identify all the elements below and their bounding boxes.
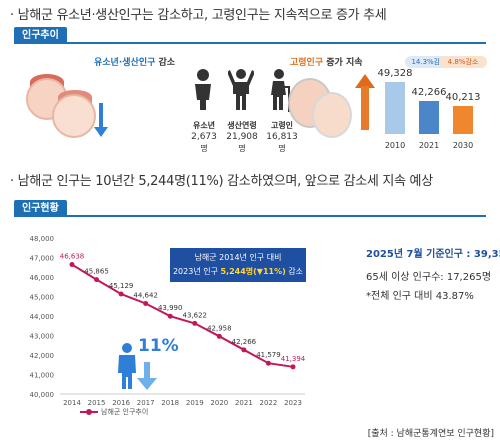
- decrease-arrow-icon: [94, 103, 108, 139]
- data-point: [265, 360, 271, 366]
- child-figure-icon: [195, 69, 211, 110]
- y-tick-label: 47,000: [30, 255, 55, 263]
- increase-arrow-icon: [355, 74, 375, 132]
- data-point: [69, 262, 75, 268]
- data-point: [290, 364, 296, 370]
- adult-figure-icon: [228, 69, 254, 110]
- data-label: 43,622: [183, 311, 208, 319]
- data-label: 43,990: [158, 304, 183, 312]
- x-tick-label: 2020: [210, 399, 228, 406]
- data-label: 45,865: [84, 268, 109, 276]
- data-point: [94, 277, 100, 283]
- chart-legend: 남해군 인구추이: [80, 407, 148, 417]
- data-point: [216, 333, 222, 339]
- section-divider: [14, 42, 486, 44]
- bullet-text-2: · 남해군 인구는 10년간 5,244명(11%) 감소하였으며, 앞으로 감…: [10, 174, 433, 189]
- y-tick-label: 40,000: [30, 391, 55, 399]
- x-tick-label: 2022: [260, 399, 278, 406]
- x-tick-label: 2015: [88, 399, 106, 406]
- decrease-arrow-icon: [137, 362, 157, 390]
- section-label-population-trend: 인구추이: [14, 27, 67, 44]
- data-point: [118, 291, 124, 297]
- data-point: [167, 313, 173, 319]
- y-tick-label: 48,000: [30, 235, 55, 243]
- y-tick-label: 45,000: [30, 294, 55, 302]
- x-tick-label: 2016: [112, 399, 130, 406]
- data-point: [192, 320, 198, 326]
- x-tick-label: 2018: [161, 399, 179, 406]
- youth-title: 유소년·생산인구 감소: [94, 58, 176, 68]
- stat-working-age: 생산연령 21,908 명: [226, 121, 258, 153]
- elderly-bar-2010: 49,328 2010: [377, 68, 413, 150]
- bullet-text-1: · 남해군 유소년·생산인구는 감소하고, 고령인구는 지속적으로 증가 추세: [10, 8, 387, 23]
- y-tick-label: 41,000: [30, 372, 55, 380]
- baby-icon: [52, 94, 96, 138]
- x-tick-label: 2017: [137, 399, 155, 406]
- section-label-population-status: 인구현황: [14, 200, 67, 217]
- y-tick-label: 46,000: [30, 274, 55, 282]
- data-label: 46,638: [60, 253, 85, 261]
- x-tick-label: 2014: [63, 399, 81, 406]
- series-line: [71, 263, 294, 368]
- data-label: 44,642: [133, 291, 158, 299]
- data-point: [241, 347, 247, 353]
- y-tick-label: 43,000: [30, 333, 55, 341]
- elderly-title: 고령인구 증가 지속: [290, 58, 363, 68]
- info-box: 남해군 2014년 인구 대비 2023년 인구 5,244명(▼11%) 감소: [170, 248, 306, 282]
- source-note: [출처 : 남해군통계연보 인구현황]: [367, 429, 494, 439]
- current-population-stats: 2025년 7월 기준인구 : 39,352명 65세 이상 인구수: 17,2…: [366, 249, 500, 302]
- data-point: [143, 300, 149, 306]
- stat-youth: 유소년 2,673 명: [191, 121, 217, 153]
- data-label: 41,579: [256, 351, 281, 359]
- y-tick-label: 42,000: [30, 352, 55, 360]
- legend-swatch: [80, 409, 98, 415]
- population-line-chart: 48,000 47,000 46,000 45,000 44,000 43,000 42,0…: [30, 235, 306, 406]
- x-tick-label: 2019: [186, 399, 204, 406]
- decrease-percent: 11%: [138, 336, 179, 356]
- x-tick-label: 2023: [284, 399, 302, 406]
- elderly-woman-icon: [312, 92, 352, 138]
- data-label: 45,129: [109, 282, 134, 290]
- data-label: 42,958: [207, 324, 232, 332]
- data-label: 42,266: [232, 338, 257, 346]
- stat-elderly: 고령인 16,813 명: [266, 121, 298, 153]
- population-trend-panel: 유소년·생산인구 감소 유소년 2,673 명 생산연령 21,908 명 고령…: [22, 48, 487, 153]
- data-label: 41,394: [281, 355, 306, 363]
- elderly-bar-2030: 4.8%감소 40,213 2030: [439, 48, 487, 152]
- section-divider: [14, 215, 486, 217]
- x-tick-label: 2021: [235, 399, 253, 406]
- person-icon: [118, 343, 136, 389]
- y-tick-label: 44,000: [30, 313, 55, 321]
